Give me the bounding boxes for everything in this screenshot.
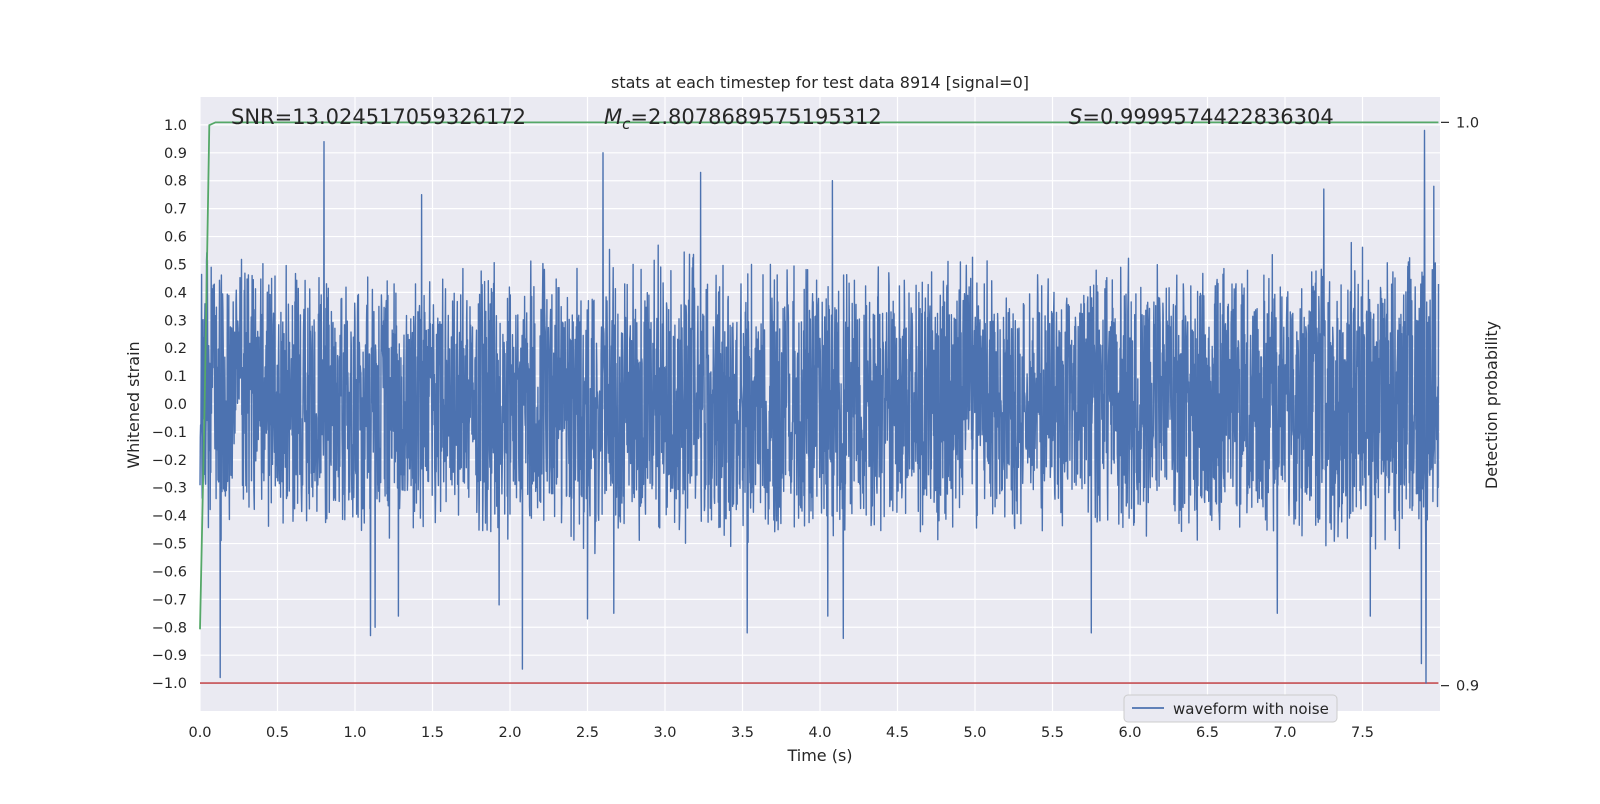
y-tick-label: −0.6 [152,564,187,580]
x-tick-label: 6.0 [1118,725,1141,741]
y-tick-label: 0.2 [164,341,187,357]
y2-axis-label: Detection probability [1482,321,1501,489]
x-tick-label: 0.5 [266,725,289,741]
y-tick-label: −0.4 [152,509,187,525]
x-tick-label: 0.0 [188,725,211,741]
x-tick-label: 4.0 [808,725,831,741]
chart-title: stats at each timestep for test data 891… [611,73,1029,92]
y-tick-label: 0.0 [164,397,187,413]
x-tick-label: 4.5 [886,725,909,741]
y2-tick-label: 0.9 [1456,679,1479,695]
score-symbol: S [1069,105,1082,129]
y-tick-label: −0.9 [152,648,187,664]
y-tick-label: −0.5 [152,537,187,553]
x-tick-label: 7.5 [1351,725,1374,741]
legend: waveform with noise [1123,694,1338,723]
y-tick-label: 0.9 [164,146,187,162]
chirp-mass-symbol: M [604,105,622,129]
y-tick-label: 0.5 [164,257,187,273]
x-tick-label: 1.0 [343,725,366,741]
chirp-mass-value: =2.8078689575195312 [630,105,881,129]
x-tick-label: 7.0 [1273,725,1296,741]
axes: 0.0 0.5 1.0 1.5 2.0 2.5 3.0 3.5 4.0 4.5 5.0 5.5 6.0 6… [152,115,1479,741]
waveform-path [199,129,1440,684]
y-tick-label: −0.7 [152,592,187,608]
detection-probability-path [199,121,1439,630]
detection-probability-series [199,121,1439,630]
y-tick-label: 0.6 [164,230,187,246]
x-tick-label: 3.0 [653,725,676,741]
x-tick-label: 1.5 [421,725,444,741]
x-tick-label: 3.5 [731,725,754,741]
x-tick-label: 2.0 [498,725,521,741]
chirp-mass-annotation: Mc=2.8078689575195312 [604,105,882,133]
waveform-series [199,129,1440,684]
y-tick-label: −1.0 [152,676,187,692]
y-tick-label: 1.0 [164,118,187,134]
y-tick-label: −0.3 [152,481,187,497]
x-axis-label: Time (s) [786,746,852,765]
y2-tick-label: 1.0 [1456,115,1479,131]
y-tick-label: −0.2 [152,453,187,469]
y-tick-label: −0.8 [152,620,187,636]
chirp-mass-subscript: c [622,115,631,133]
snr-annotation: SNR=13.024517059326172 [231,105,526,129]
legend-box [1123,694,1338,723]
y-tick-label: −0.1 [152,425,187,441]
y-tick-label: 0.7 [164,202,187,218]
x-tick-label: 6.5 [1196,725,1219,741]
y-tick-label: 0.8 [164,174,187,190]
score-value: =0.9999574422836304 [1082,105,1333,129]
score-annotation: S=0.9999574422836304 [1069,105,1334,129]
y-tick-label: 0.3 [164,313,187,329]
legend-label: waveform with noise [1173,700,1329,718]
y-tick-label: 0.1 [164,369,187,385]
y-tick-label: 0.4 [164,285,187,301]
y-axis-label: Whitened strain [124,341,143,468]
x-tick-label: 5.5 [1041,725,1064,741]
x-tick-label: 5.0 [963,725,986,741]
x-tick-label: 2.5 [576,725,599,741]
